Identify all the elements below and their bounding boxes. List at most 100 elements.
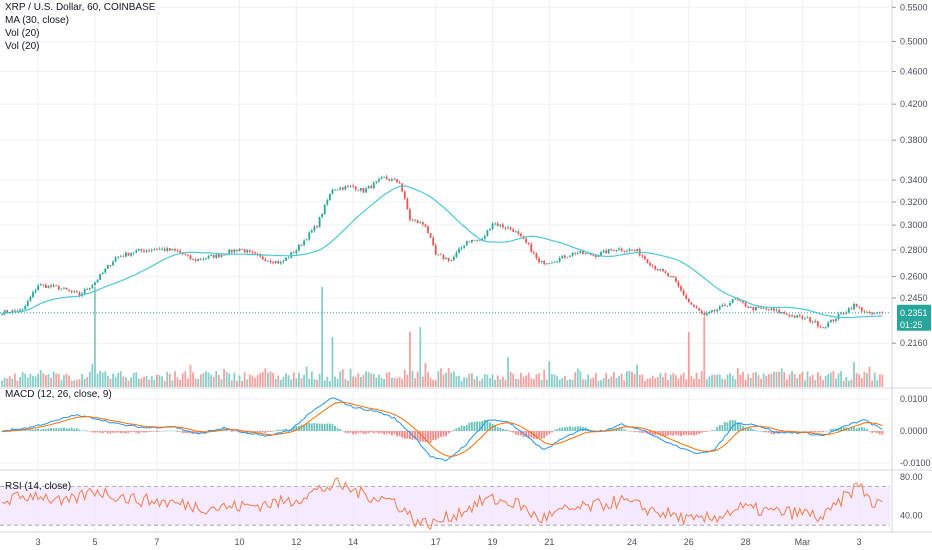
macd-histogram-bar (752, 429, 755, 431)
candle-body (156, 249, 158, 251)
macd-histogram-bar (137, 431, 140, 434)
macd-histogram-bar (682, 431, 685, 436)
macd-histogram-bar (352, 431, 355, 435)
x-tick-label: 17 (431, 537, 441, 547)
macd-histogram-bar (194, 431, 197, 434)
macd-histogram-bar (545, 431, 548, 436)
candle-body (473, 239, 476, 241)
macd-histogram-bar (509, 431, 512, 432)
candle-body (868, 311, 871, 313)
volume-bar (463, 377, 466, 387)
volume-bar (491, 374, 494, 387)
macd-histogram-bar (582, 427, 584, 431)
macd-histogram-bar (447, 431, 450, 434)
candle-body (184, 254, 187, 256)
candle-body (171, 249, 174, 251)
macd-histogram-bar (354, 431, 357, 435)
candle-body (749, 307, 752, 308)
macd-histogram-bar (197, 431, 200, 434)
candle-body (695, 306, 698, 309)
volume-bar (548, 361, 551, 387)
candle-body (99, 273, 102, 280)
macd-histogram-bar (765, 431, 768, 433)
macd-histogram-bar (548, 431, 551, 434)
macd-histogram-bar (742, 426, 744, 431)
volume-bar (119, 371, 122, 387)
volume-bar (504, 379, 507, 387)
macd-histogram-bar (145, 431, 148, 433)
macd-histogram-bar (65, 428, 68, 431)
volume-bar (871, 380, 873, 387)
macd-histogram-bar (623, 429, 626, 431)
volume-bar (14, 373, 16, 387)
volume-bar (589, 378, 592, 387)
candle-body (667, 273, 670, 277)
candle-body (649, 262, 651, 266)
volume-bar (370, 373, 373, 387)
volume-bar (499, 379, 502, 387)
macd-histogram-bar (517, 431, 520, 436)
volume-bar (545, 379, 548, 387)
volume-bar (520, 372, 522, 387)
candle-body (594, 255, 597, 257)
x-tick-label: 3 (36, 537, 41, 547)
macd-histogram-bar (153, 430, 156, 432)
volume-bar (739, 374, 742, 387)
candle-body (530, 244, 533, 253)
candle-body (331, 189, 334, 194)
candle-body (540, 260, 543, 263)
candle-body (199, 258, 202, 260)
volume-bar (551, 374, 553, 387)
candle-body (835, 319, 837, 322)
macd-histogram-bar (267, 431, 269, 432)
volume-bar (569, 379, 571, 387)
volume-bar (744, 379, 747, 387)
macd-histogram-bar (442, 431, 445, 437)
macd-histogram-bar (254, 431, 256, 433)
macd-histogram-bar (171, 430, 174, 432)
candle-body (228, 249, 231, 255)
x-tick-label: 19 (488, 537, 498, 547)
candle-body (548, 263, 551, 264)
price-candles[interactable] (1, 174, 884, 329)
candle-body (589, 252, 592, 255)
volume-bar (251, 375, 254, 387)
macd-histogram-bar (81, 430, 83, 432)
macd-histogram-bar (42, 428, 45, 431)
candle-body (460, 247, 463, 249)
candle-body (416, 220, 419, 223)
macd-histogram-bar (460, 425, 463, 431)
volume-bar (788, 374, 791, 387)
candle-body (197, 258, 200, 261)
volume-bar (631, 371, 633, 387)
macd-histogram-bar (538, 431, 540, 438)
volume-bar (724, 379, 726, 387)
volume-bar (272, 373, 275, 387)
macd-histogram-bar (858, 427, 861, 431)
macd-histogram-bar (328, 423, 331, 431)
macd-tick-label: 0.0000 (900, 426, 928, 436)
macd-histogram-bar (798, 431, 801, 432)
candle-body (677, 281, 680, 287)
candle-body (341, 187, 344, 190)
macd-histogram-bar (809, 431, 812, 433)
macd-histogram-bar (303, 424, 305, 431)
candle-body (744, 302, 747, 307)
macd-histogram-bar (690, 431, 693, 436)
macd-histogram-bar (783, 431, 786, 434)
volume-bar (352, 376, 355, 387)
volume-bar (217, 375, 220, 387)
macd-histogram-bar (731, 420, 734, 431)
candle-body (628, 249, 631, 251)
candle-body (390, 179, 393, 181)
candle-body (277, 261, 280, 264)
macd-histogram-bar (693, 431, 695, 436)
volume-bar (50, 377, 52, 387)
candle-body (496, 223, 499, 226)
y-tick-label: 0.3800 (900, 135, 928, 145)
volume-legend-1: Vol (20) (5, 28, 40, 39)
macd-histogram-bar (445, 431, 447, 437)
volume-bar (736, 367, 739, 387)
volume-bar (153, 379, 156, 387)
